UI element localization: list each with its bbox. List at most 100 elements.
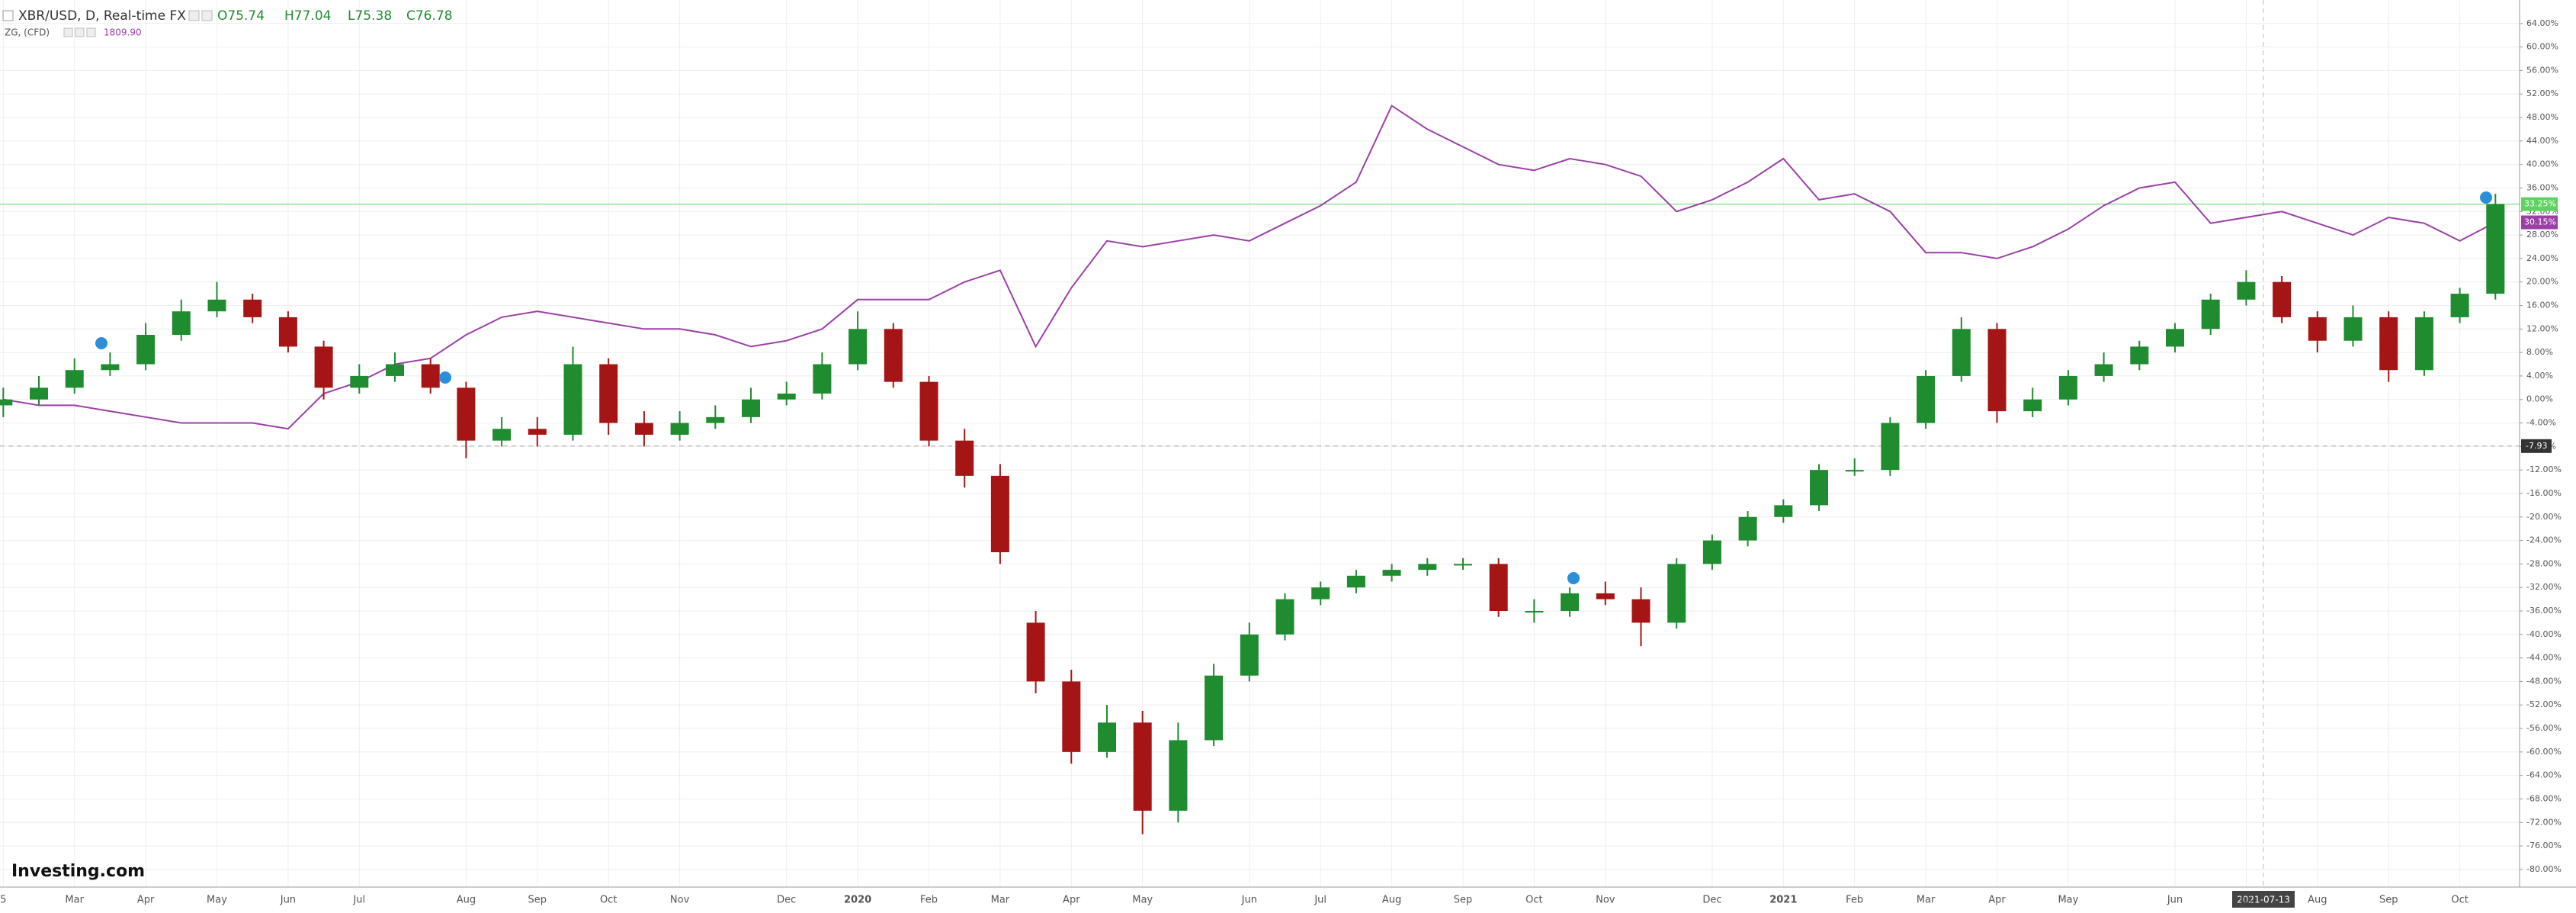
x-tick-label: Aug (457, 895, 476, 906)
candle-body (1810, 470, 1828, 506)
candle-body (563, 364, 582, 435)
candle-body (1881, 423, 1900, 471)
y-tick-label: -44.00% (2526, 653, 2562, 663)
x-tick-label: Dec (1702, 895, 1721, 906)
line-series (3, 104, 2496, 430)
candle-body (1240, 634, 1259, 676)
settings-icon[interactable] (188, 10, 200, 21)
candle-body (30, 387, 48, 400)
candle-body (742, 399, 760, 417)
x-tick-label: Apr (1063, 895, 1080, 906)
x-tick-label: Mar (991, 895, 1010, 906)
candle-body (1205, 675, 1224, 741)
price-line-label: -7.93 (2526, 441, 2547, 451)
logo: Investing.com (11, 862, 145, 881)
event-badge[interactable] (2480, 191, 2492, 204)
y-tick-label: 52.00% (2526, 88, 2558, 98)
candle-body (1454, 564, 1472, 566)
x-tick-label: Dec (777, 895, 796, 906)
y-tick-label: 0.00% (2526, 394, 2553, 404)
candle-body (1702, 540, 1721, 564)
compare-value: 1809.90 (104, 27, 142, 38)
x-tick-label: Aug (2308, 895, 2327, 906)
x-tick-label: Sep (528, 895, 547, 906)
y-tick-label: 20.00% (2526, 277, 2558, 287)
y-tick-label: -48.00% (2526, 676, 2562, 686)
candle-body (2166, 329, 2184, 347)
y-tick-label: -20.00% (2526, 512, 2562, 522)
close-icon[interactable] (201, 10, 213, 21)
candle-body (884, 329, 903, 382)
candle-body (172, 311, 191, 336)
candle-body (1382, 570, 1401, 576)
x-tick-label: Nov (670, 895, 690, 906)
y-tick-label: 36.00% (2526, 182, 2558, 192)
ohlc-low: L75.38 (348, 8, 392, 24)
candle-body (528, 429, 547, 435)
candle-body (2450, 294, 2469, 317)
x-tick-label: Oct (1525, 895, 1542, 906)
x-tick-label: Aug (1382, 895, 1401, 906)
icon[interactable] (75, 27, 85, 37)
x-tick-label: Apr (137, 895, 155, 906)
candle-body (0, 399, 13, 406)
candle-body (1489, 564, 1508, 612)
y-tick-label: -4.00% (2526, 418, 2556, 428)
x-tick-label: Jun (1241, 895, 1257, 906)
candle-body (243, 299, 262, 317)
candle-body (1774, 505, 1793, 517)
y-tick-label: -68.00% (2526, 793, 2562, 803)
event-badge[interactable] (439, 371, 451, 384)
collapse-icon[interactable] (2, 10, 14, 21)
icon[interactable] (86, 27, 96, 37)
crosshair-box (2232, 891, 2295, 908)
x-tick-label: Jun (2167, 895, 2183, 906)
candle-body (1525, 611, 1544, 613)
y-tick-label: -80.00% (2526, 864, 2562, 874)
grid (0, 0, 2523, 887)
x-tick-label: Sep (2379, 895, 2398, 906)
series-title: XBR/USD, D, Real-time FX (18, 8, 186, 24)
x-tick-label: May (2058, 895, 2078, 906)
y-tick-label: -56.00% (2526, 723, 2562, 733)
candle-body (2486, 204, 2505, 294)
y-tick-label: 16.00% (2526, 301, 2558, 310)
y-tick-label: 28.00% (2526, 230, 2558, 240)
candle-body (386, 364, 404, 376)
y-tick-label: 12.00% (2526, 323, 2558, 333)
y-tick-label: 64.00% (2526, 18, 2558, 28)
y-tick-label: -72.00% (2526, 817, 2562, 827)
y-tick-label: -36.00% (2526, 606, 2562, 616)
candle-body (1561, 593, 1580, 612)
candle-body (350, 375, 369, 388)
y-tick-label: -52.00% (2526, 699, 2562, 709)
event-badge[interactable] (95, 337, 107, 349)
y-tick-label: 60.00% (2526, 42, 2558, 52)
candle-body (1738, 516, 1757, 541)
x-tick-label: 5 (0, 895, 6, 906)
candle-body (1133, 722, 1152, 811)
candle-body (1917, 375, 1936, 423)
candle-body (1169, 740, 1188, 811)
event-badge[interactable] (1567, 572, 1580, 584)
candle-body (1098, 722, 1116, 752)
x-tick-label: Feb (1846, 895, 1863, 906)
candle-body (492, 429, 512, 441)
candle-body (990, 475, 1009, 552)
candle-body (2343, 317, 2363, 341)
icon[interactable] (63, 27, 73, 37)
candle-body (1987, 329, 2007, 412)
candle-body (2414, 317, 2433, 371)
y-tick-label: -76.00% (2526, 841, 2562, 850)
x-tick-label: Mar (1917, 895, 1936, 906)
candle-body (1667, 564, 1686, 623)
y-tick-label: 4.00% (2526, 371, 2553, 381)
crosshair-label: 2021-07-13 (2237, 895, 2290, 905)
candle-body (278, 317, 297, 347)
candle-body (1631, 599, 1651, 623)
candle-body (1062, 681, 1081, 752)
x-tick-label: Oct (2451, 895, 2468, 906)
candle-body (101, 364, 120, 371)
last-value-box (2521, 215, 2558, 230)
y-tick-label: 48.00% (2526, 112, 2558, 122)
